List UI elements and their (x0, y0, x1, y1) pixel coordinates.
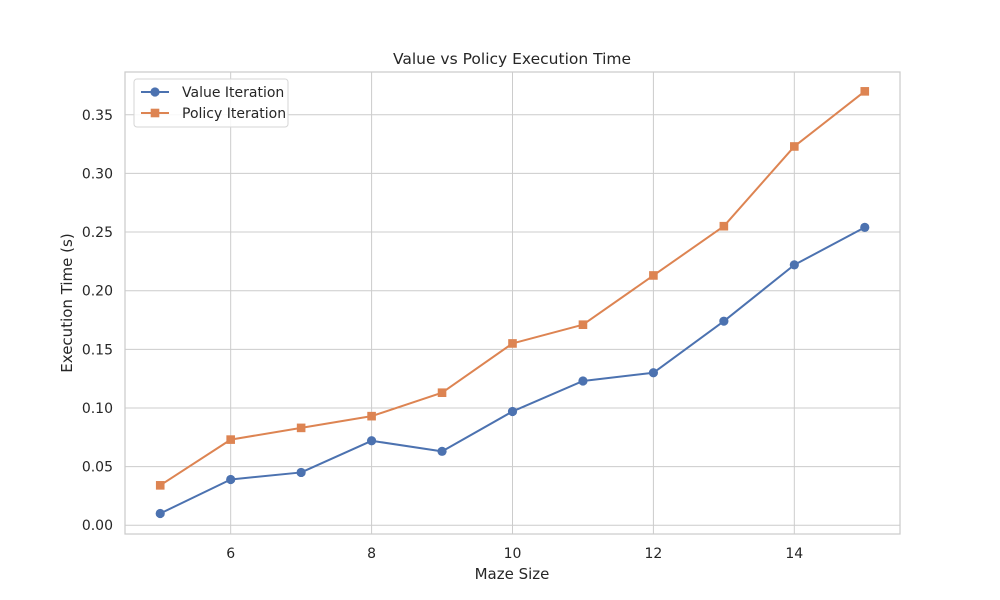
data-point (790, 142, 799, 151)
y-tick-label: 0.20 (82, 284, 113, 300)
data-point (719, 316, 729, 326)
data-point (649, 271, 658, 280)
legend-marker (150, 108, 160, 118)
data-point (508, 339, 517, 348)
data-point (366, 436, 377, 446)
legend-label: Value Iteration (182, 85, 284, 101)
data-point (719, 221, 729, 231)
x-tick-label: 8 (367, 546, 376, 562)
y-tick-label: 0.15 (82, 342, 113, 358)
series-value-iteration (155, 222, 870, 519)
x-tick-label: 14 (785, 546, 803, 562)
x-axis-title: Maze Size (475, 565, 550, 583)
x-axis-ticks: 6 8 10 12 14 (226, 546, 803, 562)
y-axis-ticks: 0.00 0.05 0.10 0.15 0.20 0.25 0.30 0.35 (82, 108, 113, 534)
legend-label: Policy Iteration (182, 106, 286, 122)
data-point (578, 320, 588, 329)
data-point (578, 376, 588, 386)
data-point (296, 467, 306, 478)
data-point (155, 481, 165, 490)
x-tick-label: 6 (226, 546, 235, 562)
series-layer (155, 87, 870, 519)
y-axis-title: Execution Time (s) (58, 233, 76, 372)
x-tick-label: 12 (644, 546, 662, 562)
data-point (860, 87, 870, 96)
data-point (789, 260, 799, 270)
legend-item: Policy Iteration (141, 106, 286, 122)
legend-box (133, 78, 289, 128)
legend-item: Value Iteration (141, 85, 284, 101)
data-point (437, 388, 447, 398)
x-tick-label: 10 (504, 546, 522, 562)
data-point (226, 474, 236, 485)
data-point (860, 222, 870, 232)
y-tick-label: 0.25 (82, 225, 113, 241)
series-policy-iteration (155, 87, 870, 490)
legend-marker (150, 87, 160, 97)
y-tick-label: 0.00 (82, 518, 113, 534)
data-point (437, 446, 447, 456)
y-tick-label: 0.35 (82, 108, 113, 124)
data-point (507, 406, 518, 417)
grid (125, 72, 900, 534)
legend: Value Iteration Policy Iteration (133, 78, 289, 128)
plot-frame (124, 71, 901, 535)
chart-title: Value vs Policy Execution Time (393, 50, 631, 68)
data-point (367, 411, 376, 421)
y-tick-label: 0.10 (82, 401, 113, 417)
y-tick-label: 0.05 (82, 460, 113, 476)
data-point (155, 508, 165, 519)
data-point (648, 368, 659, 378)
data-point (226, 435, 235, 444)
y-tick-label: 0.30 (82, 166, 113, 182)
data-point (296, 423, 306, 433)
